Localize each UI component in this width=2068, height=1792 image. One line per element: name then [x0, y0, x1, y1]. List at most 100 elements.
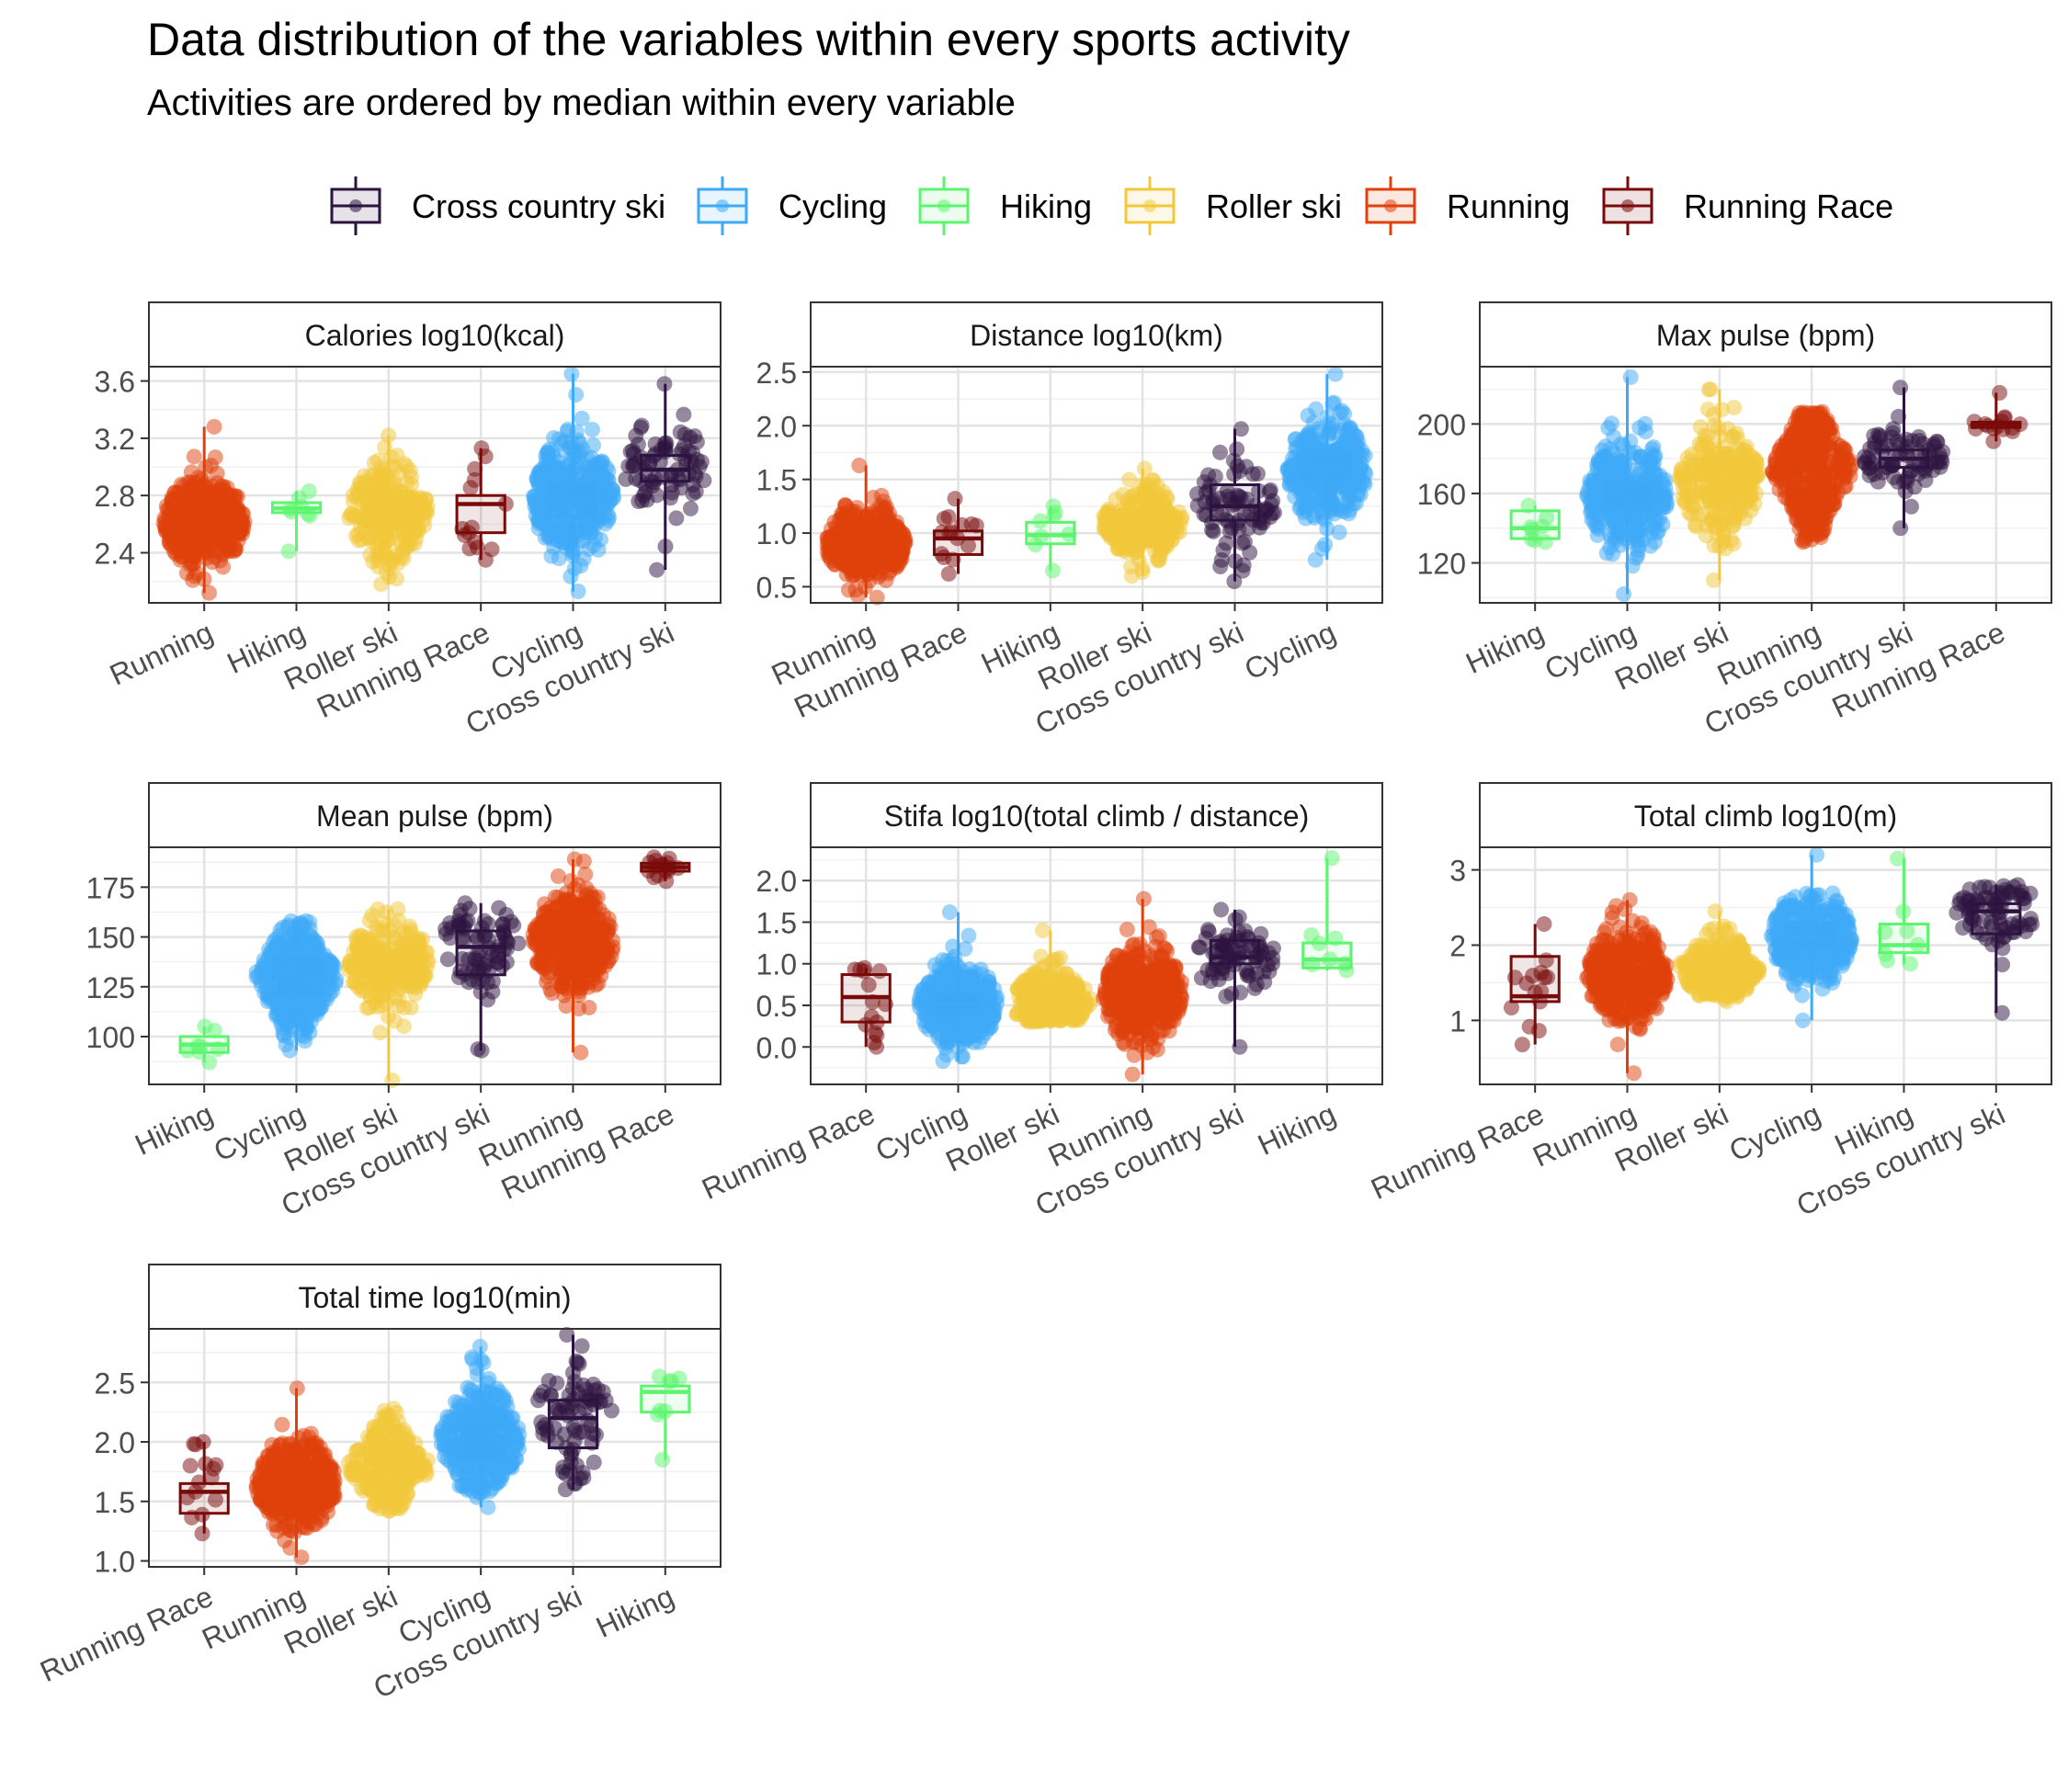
data-point	[213, 531, 230, 548]
data-point	[1121, 471, 1138, 488]
data-point	[866, 1035, 882, 1051]
data-point	[186, 550, 202, 566]
data-point	[1585, 511, 1602, 527]
data-point	[256, 985, 273, 1002]
y-tick-label: 0.5	[756, 571, 797, 604]
legend-label: Roller ski	[1206, 187, 1342, 225]
data-point	[166, 516, 183, 533]
data-point	[894, 543, 911, 560]
data-point	[1204, 522, 1221, 539]
box-group	[1279, 366, 1374, 568]
data-point	[537, 896, 553, 913]
y-tick-label: 2.5	[756, 357, 797, 390]
data-point	[413, 491, 429, 507]
data-point	[682, 500, 699, 516]
legend-label: Cross country ski	[412, 187, 665, 225]
data-point	[877, 501, 893, 517]
data-point	[211, 543, 228, 560]
legend-item: Cross country ski	[330, 176, 665, 235]
y-tick-label: 125	[86, 971, 135, 1004]
data-point	[584, 524, 600, 540]
data-point	[348, 933, 365, 949]
legend-label: Running Race	[1684, 187, 1893, 225]
y-tick-label: 100	[86, 1021, 135, 1054]
legend-item: Cycling	[697, 176, 887, 235]
data-point	[1616, 586, 1632, 603]
data-point	[1600, 463, 1617, 480]
data-point	[301, 921, 318, 937]
data-point	[1699, 401, 1716, 417]
box-group	[640, 849, 691, 890]
box-group	[155, 418, 253, 601]
data-point	[693, 454, 710, 471]
box	[1209, 483, 1261, 522]
data-point	[399, 459, 415, 475]
data-point	[538, 959, 554, 976]
data-point	[302, 1014, 319, 1030]
data-point	[1726, 400, 1743, 416]
y-tick-label: 160	[1417, 478, 1466, 511]
data-point	[207, 449, 223, 466]
data-point	[229, 500, 245, 516]
data-point	[652, 453, 668, 470]
data-point	[370, 559, 387, 575]
y-tick-label: 2.0	[756, 865, 797, 898]
data-point	[1622, 369, 1639, 385]
facet-title: Mean pulse (bpm)	[316, 800, 553, 833]
data-point	[180, 483, 197, 500]
data-point	[1747, 460, 1764, 477]
data-point	[206, 418, 222, 435]
y-tick-label: 1.5	[756, 464, 797, 497]
data-point	[563, 366, 580, 382]
data-point	[1903, 498, 1919, 515]
data-point	[880, 552, 896, 569]
data-point	[1327, 366, 1344, 382]
y-tick-label: 1.5	[756, 906, 797, 939]
box	[1786, 441, 1837, 503]
data-point	[1816, 522, 1833, 539]
y-tick-label: 2.8	[95, 480, 135, 513]
data-point	[1608, 529, 1624, 546]
box-group	[1672, 381, 1767, 588]
legend-key-point	[1621, 199, 1634, 212]
data-point	[1249, 465, 1266, 482]
data-point	[1897, 483, 1914, 500]
data-point	[876, 516, 892, 533]
data-point	[603, 484, 619, 501]
data-point	[1870, 426, 1887, 443]
data-point	[1929, 434, 1946, 450]
data-point	[1207, 468, 1223, 484]
data-point	[273, 1015, 290, 1032]
y-tick-label: 1.0	[756, 517, 797, 550]
y-tick-label: 175	[86, 871, 135, 904]
data-point	[361, 531, 378, 548]
box-group	[618, 376, 712, 578]
data-point	[1111, 540, 1128, 557]
facet-strip	[148, 301, 722, 368]
data-point	[395, 1018, 412, 1035]
data-point	[541, 441, 558, 458]
data-point	[947, 491, 963, 507]
data-point	[186, 448, 202, 465]
x-tick-label: Running	[105, 616, 218, 692]
data-point	[1316, 511, 1333, 527]
data-point	[384, 1072, 401, 1089]
data-point	[418, 968, 435, 984]
data-point	[466, 471, 483, 488]
y-tick-label: 3.2	[95, 423, 135, 456]
facet-panel: Max pulse (bpm)120160200HikingCyclingRol…	[1417, 301, 2052, 741]
data-point	[1992, 384, 2008, 401]
data-point	[566, 880, 583, 897]
facet-title: Max pulse (bpm)	[1656, 319, 1875, 352]
data-point	[849, 587, 866, 604]
data-point	[881, 565, 897, 582]
box-group	[1579, 369, 1676, 603]
data-point	[1675, 480, 1691, 496]
data-point	[1694, 437, 1710, 453]
data-point	[574, 410, 590, 426]
data-point	[1603, 415, 1619, 432]
data-point	[343, 505, 359, 522]
data-point	[467, 460, 483, 477]
data-point	[851, 457, 868, 473]
